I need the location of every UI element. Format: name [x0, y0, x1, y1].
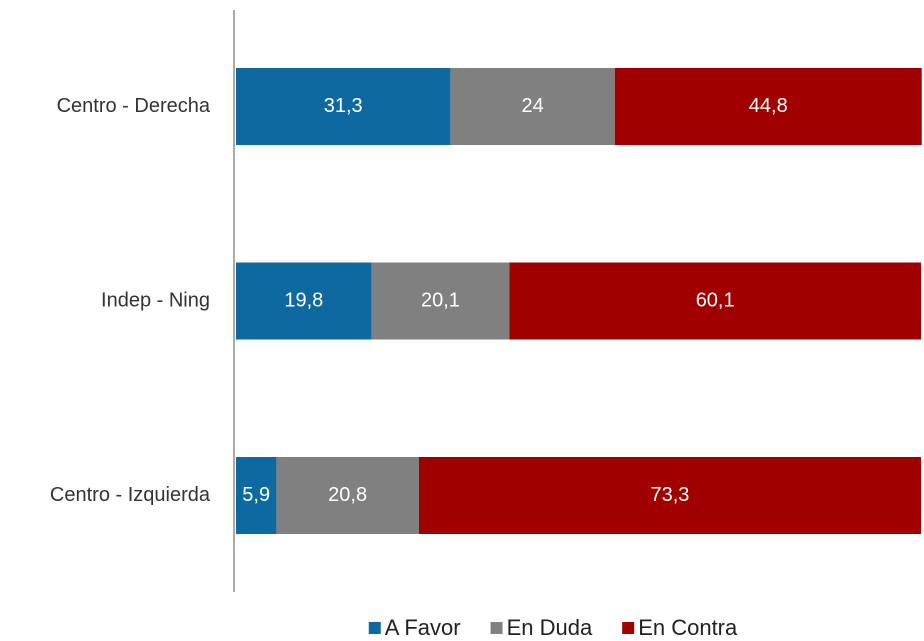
value-label: 60,1 [696, 289, 735, 311]
legend-swatch [368, 622, 381, 634]
bar-segment [236, 457, 277, 534]
bar-segment [509, 262, 921, 340]
bar-segment [236, 68, 451, 145]
bar-segment [371, 262, 510, 340]
category-label: Centro - Izquierda [50, 484, 211, 506]
value-label: 19,8 [284, 289, 323, 311]
legend-label: En Contra [638, 615, 738, 640]
category-label: Indep - Ning [101, 289, 210, 311]
value-label: 20,8 [328, 484, 367, 506]
legend-swatch [622, 622, 635, 634]
bar-segment [450, 68, 615, 145]
value-label: 31,3 [324, 95, 363, 117]
bar-segment [614, 68, 922, 145]
value-label: 73,3 [650, 484, 689, 506]
value-label: 20,1 [421, 289, 460, 311]
value-label: 44,8 [749, 95, 788, 117]
bar-segment [236, 262, 372, 340]
legend-label: A Favor [385, 615, 461, 640]
bar-segment [418, 457, 921, 534]
legend-swatch [490, 622, 503, 634]
legend-label: En Duda [507, 615, 593, 640]
value-label: 24 [521, 95, 543, 117]
bar-segment [276, 457, 419, 534]
value-label: 5,9 [242, 484, 270, 506]
category-label: Centro - Derecha [57, 95, 211, 117]
